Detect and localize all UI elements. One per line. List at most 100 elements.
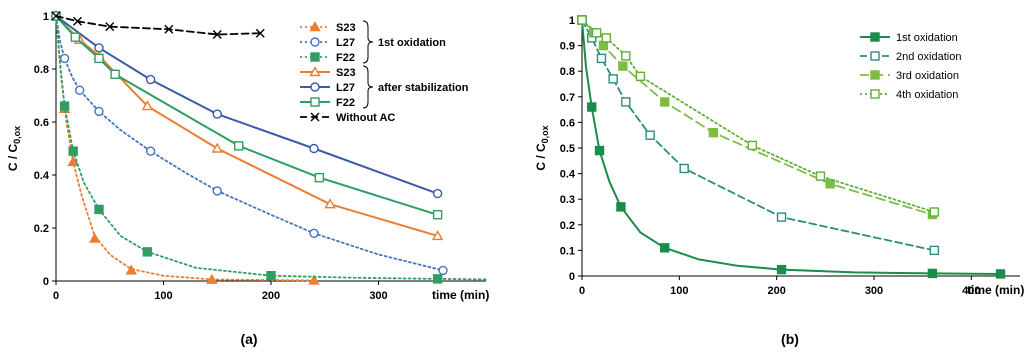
data-point bbox=[679, 163, 689, 174]
series-1 bbox=[51, 11, 448, 276]
y-tick-label: 0.2 bbox=[560, 220, 575, 232]
data-point bbox=[708, 127, 719, 138]
y-tick-label: 0.4 bbox=[560, 169, 576, 181]
data-point bbox=[266, 271, 276, 281]
data-point bbox=[67, 155, 79, 166]
data-point bbox=[94, 43, 104, 53]
legend-marker bbox=[870, 70, 880, 80]
series-2 bbox=[51, 11, 487, 284]
legend-label: 3rd oxidation bbox=[896, 70, 959, 82]
data-point bbox=[929, 207, 940, 217]
data-point bbox=[598, 40, 609, 51]
data-point bbox=[616, 202, 626, 212]
legend-a: S23 L27 F22 S23 L27 F22 Without AC 1st oxidatio… bbox=[300, 20, 469, 124]
data-point bbox=[70, 32, 81, 42]
data-point bbox=[211, 142, 223, 153]
y-tick-label: 0.7 bbox=[560, 92, 575, 104]
data-point bbox=[234, 141, 244, 151]
series-6 bbox=[51, 11, 265, 40]
legend-label: 4th oxidation bbox=[896, 89, 958, 101]
data-point bbox=[660, 97, 670, 107]
y-axis-title-subscript: 0,ox bbox=[12, 126, 22, 144]
x-tick-label: 100 bbox=[670, 285, 688, 297]
series-line bbox=[55, 15, 439, 195]
legend-marker bbox=[870, 89, 880, 99]
data-point bbox=[324, 198, 336, 209]
legend-b: 1st oxidation 2nd oxidation 3rd oxidation 4… bbox=[860, 32, 961, 101]
data-point bbox=[660, 243, 670, 253]
x-tick-label: 200 bbox=[262, 290, 280, 302]
data-point bbox=[142, 247, 153, 257]
series-line bbox=[55, 15, 444, 272]
data-point bbox=[68, 146, 78, 156]
series-line bbox=[55, 15, 262, 36]
legend-brace bbox=[362, 65, 374, 109]
legend-label: F22 bbox=[336, 52, 355, 64]
data-point bbox=[314, 172, 325, 183]
y-axis-title-main: C / C bbox=[6, 144, 20, 172]
legend-marker bbox=[870, 32, 880, 42]
y-tick-label: 0 bbox=[43, 276, 49, 288]
data-point bbox=[51, 11, 61, 21]
data-point bbox=[73, 16, 82, 26]
data-point bbox=[94, 204, 104, 215]
y-tick-label: 0.9 bbox=[560, 41, 575, 53]
data-point bbox=[212, 109, 222, 119]
data-point bbox=[309, 143, 319, 154]
legend-marker bbox=[309, 21, 321, 32]
data-point bbox=[815, 171, 826, 181]
x-tick-label: 300 bbox=[369, 290, 387, 302]
data-point bbox=[141, 100, 154, 111]
series-line bbox=[581, 19, 1002, 275]
data-point bbox=[308, 274, 320, 285]
legend-brace bbox=[362, 20, 374, 64]
data-point bbox=[577, 15, 587, 25]
series-2 bbox=[577, 15, 938, 220]
legend-marker bbox=[310, 112, 320, 122]
data-point bbox=[432, 210, 443, 220]
data-point bbox=[145, 74, 156, 85]
panel-a-chart: 0 0.2 0.4 0.6 0.8 1 0 100 200 300 time (min) C / C0… bbox=[6, 10, 489, 347]
data-point bbox=[89, 232, 101, 243]
data-point bbox=[255, 28, 265, 38]
series-line bbox=[581, 19, 934, 216]
y-tick-label: 0.6 bbox=[34, 117, 49, 129]
x-tick-label: 0 bbox=[579, 285, 585, 297]
panel-label: (a) bbox=[240, 331, 257, 347]
data-point bbox=[432, 274, 443, 284]
data-point bbox=[594, 145, 605, 156]
series-5 bbox=[51, 11, 443, 220]
x-tick-label: 200 bbox=[767, 285, 785, 297]
y-tick-label: 0.8 bbox=[560, 66, 575, 78]
data-point bbox=[212, 30, 222, 40]
data-point bbox=[995, 269, 1006, 279]
data-point bbox=[621, 97, 631, 107]
y-tick-label: 0.2 bbox=[34, 223, 49, 235]
series-0 bbox=[577, 15, 1006, 279]
data-point bbox=[438, 265, 448, 276]
data-point bbox=[608, 74, 618, 84]
panel-b-chart: 0 0.1 0.2 0.3 0.4 0.5 0.6 0.7 0.8 0.9 1 0 100 200 300 4… bbox=[534, 15, 1024, 347]
y-tick-label: 0.3 bbox=[560, 194, 575, 206]
data-point bbox=[94, 53, 104, 64]
y-axis-title: C / C0,ox bbox=[534, 125, 550, 170]
panel-label: (b) bbox=[781, 331, 799, 347]
data-point bbox=[432, 188, 443, 199]
y-tick-label: 1 bbox=[569, 15, 575, 27]
legend-label: S23 bbox=[336, 67, 356, 79]
legend-label: L27 bbox=[336, 37, 355, 49]
legend-label: 1st oxidation bbox=[896, 32, 958, 44]
data-point bbox=[431, 230, 444, 241]
data-point bbox=[747, 140, 758, 151]
data-point bbox=[645, 130, 655, 140]
data-point bbox=[164, 24, 174, 34]
x-axis-title: time (min) bbox=[432, 288, 489, 302]
data-point bbox=[587, 102, 597, 112]
data-point bbox=[929, 245, 940, 256]
data-point bbox=[776, 212, 787, 222]
data-point bbox=[105, 22, 115, 32]
data-point bbox=[621, 51, 631, 61]
legend-marker bbox=[310, 82, 320, 92]
y-tick-label: 0.8 bbox=[34, 64, 49, 76]
data-point bbox=[927, 268, 938, 279]
